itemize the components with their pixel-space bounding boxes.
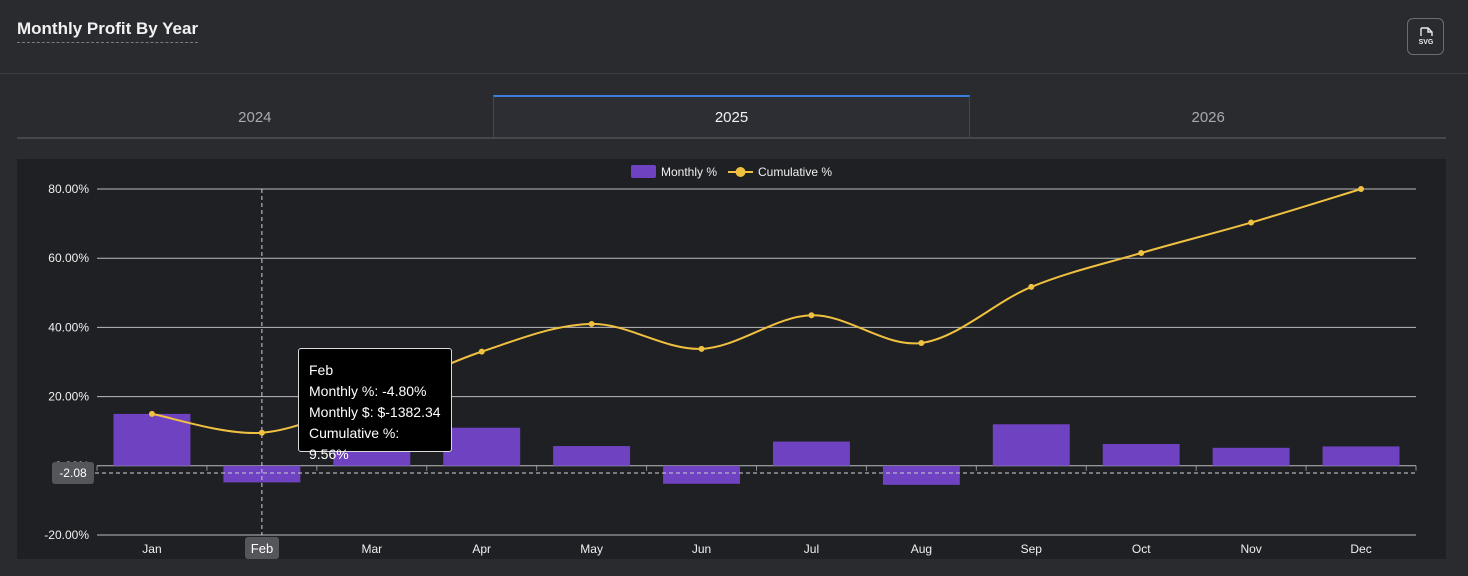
x-tick-label: Jun (692, 542, 711, 556)
cumulative-point (478, 348, 485, 355)
chart-title: Monthly Profit By Year (17, 19, 199, 43)
bar-monthly-pct (663, 465, 741, 484)
chart-header: Monthly Profit By Year SVG (0, 0, 1468, 74)
cumulative-point (1358, 186, 1365, 192)
x-tick-label: Aug (911, 542, 932, 556)
crosshair-x-label: Feb (245, 537, 279, 559)
bar-monthly-pct (882, 465, 960, 485)
cumulative-point (258, 429, 265, 436)
export-svg-label: SVG (1418, 39, 1433, 46)
legend-label-monthly: Monthly % (661, 165, 717, 179)
tab-2025[interactable]: 2025 (492, 95, 971, 137)
chart-panel: 80.00%60.00%40.00%20.00%0.00%-20.00%JanM… (17, 159, 1446, 559)
bar-monthly-pct (1322, 446, 1400, 466)
x-tick-label: Jan (142, 542, 161, 556)
tooltip-cumulative-pct: Cumulative %: 9.56% (309, 425, 400, 462)
x-tick-label: Mar (361, 542, 382, 556)
bar-monthly-pct (1102, 444, 1180, 466)
tab-2026[interactable]: 2026 (1191, 108, 1225, 126)
legend-swatch-cumulative-dot (735, 167, 746, 177)
y-tick-label: 60.00% (48, 251, 89, 265)
cumulative-point (148, 410, 155, 417)
cumulative-point (1138, 250, 1145, 257)
cumulative-point (1028, 283, 1035, 290)
cumulative-point (698, 345, 705, 352)
cumulative-point (918, 339, 925, 346)
tooltip-monthly-pct: Monthly %: -4.80% (309, 383, 427, 399)
crosshair-y-label: -2.08 (52, 462, 94, 484)
y-tick-label: 80.00% (48, 182, 89, 196)
chart-tooltip: Feb Monthly %: -4.80% Monthly $: $-1382.… (298, 348, 452, 462)
cumulative-point (808, 312, 815, 319)
x-tick-label: Jul (804, 542, 819, 556)
x-tick-label: Oct (1132, 542, 1151, 556)
year-tabs: 2024 2025 2026 (17, 95, 1446, 139)
svg-file-icon: SVG (1418, 26, 1433, 46)
bar-monthly-pct (553, 446, 631, 466)
tooltip-title: Feb (309, 362, 334, 378)
export-svg-button[interactable]: SVG (1407, 18, 1444, 55)
legend-label-cumulative: Cumulative % (758, 165, 832, 179)
x-tick-label: Apr (472, 542, 491, 556)
tooltip-monthly-dollar: Monthly $: $-1382.34 (309, 404, 441, 420)
y-tick-label: -20.00% (44, 528, 89, 542)
bar-monthly-pct (1212, 447, 1290, 466)
y-tick-label: 20.00% (48, 390, 89, 404)
bar-monthly-pct (772, 441, 850, 466)
monthly-profit-chart[interactable]: 80.00%60.00%40.00%20.00%0.00%-20.00%JanM… (17, 159, 1446, 559)
cumulative-point (588, 320, 595, 327)
legend-swatch-monthly (631, 165, 656, 178)
tab-2024[interactable]: 2024 (238, 108, 272, 126)
y-tick-label: 40.00% (48, 320, 89, 334)
bar-monthly-pct (113, 413, 191, 466)
x-tick-label: Nov (1240, 542, 1261, 556)
x-tick-label: Sep (1021, 542, 1043, 556)
bar-monthly-pct (992, 424, 1070, 466)
x-tick-label: May (580, 542, 603, 556)
bar-monthly-pct (223, 465, 301, 483)
bar-monthly-pct (443, 427, 521, 466)
cumulative-point (1248, 219, 1255, 226)
x-tick-label: Dec (1350, 542, 1371, 556)
